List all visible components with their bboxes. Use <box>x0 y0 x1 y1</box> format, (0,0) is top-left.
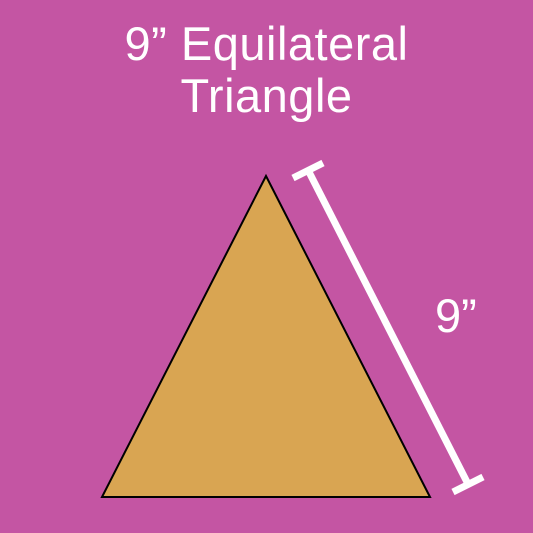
triangle-figure <box>0 0 533 533</box>
dimension-label: 9” <box>435 288 477 343</box>
equilateral-triangle-shape <box>102 176 430 497</box>
diagram-canvas: 9” Equilateral Triangle 9” <box>0 0 533 533</box>
